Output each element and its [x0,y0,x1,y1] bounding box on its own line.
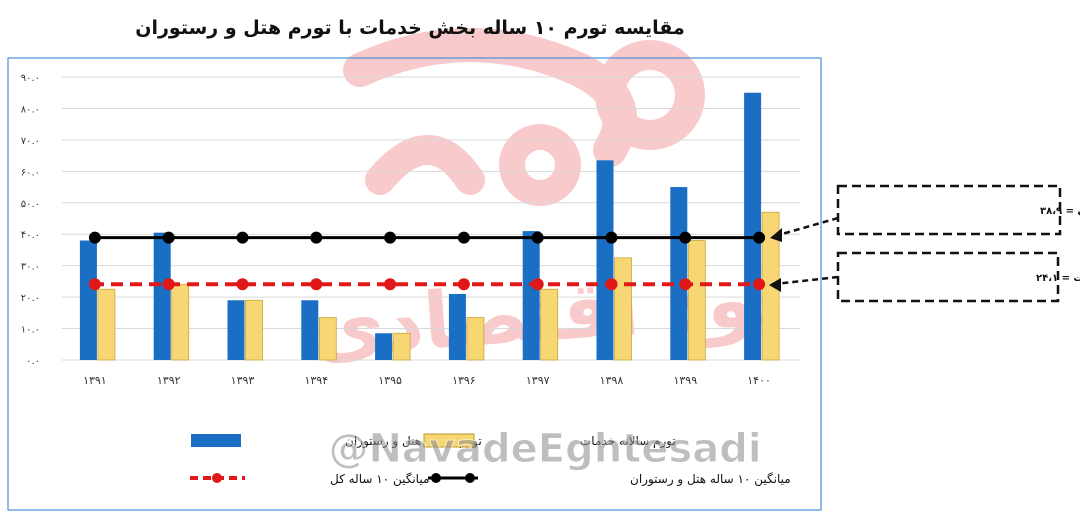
bar-restaurant [670,187,688,360]
x-tick-labels: ۱۳۹۱ ۱۳۹۲ ۱۳۹۳ ۱۳۹۴ ۱۳۹۵ ۱۳۹۶ ۱۳۹۷ ۱۳۹۸ ۱۳۹۹ ۱۴۰۰ [83,374,771,387]
bar-restaurant [227,300,245,360]
bar-services [171,284,190,361]
legend-label-services: تورم سالانه خدمات [580,434,676,449]
point-restaurant-average [531,231,544,244]
bar-restaurant [79,240,97,360]
point-total-average [605,278,618,291]
point-total-average [457,278,470,291]
bar-restaurant [153,232,171,360]
x-tick-label: ۱۳۹۶ [452,374,476,387]
bar-services [614,257,632,361]
bar-services [540,288,559,361]
bar-services [466,317,485,361]
annotation-services: میانگین ۱۰ ساله خدمات = ۲۴،۱ [769,251,1080,303]
y-tick-label: ۲۰.۰ [21,293,40,304]
y-tick-label: ۸۰.۰ [21,104,40,115]
point-total-average [531,278,544,291]
point-total-average [162,278,175,291]
x-tick-label: ۱۳۹۷ [526,374,550,387]
bar-services [318,317,337,361]
annotation-restaurant: میانگین ۱۰ ساله هتل رستوران = ۳۸،۹ [770,184,1080,242]
watermark-handle: @NavadeEghtesadi [328,426,761,472]
y-tick-labels: ۰.۰ ۱۰.۰ ۲۰.۰ ۳۰.۰ ۴۰.۰ ۵۰.۰ ۶۰.۰ ۷۰.۰ ۸۰.۰ ۹۰.۰ [21,73,40,367]
bar-services [392,332,411,361]
y-tick-label: ۹۰.۰ [21,73,40,84]
point-total-average [384,278,397,291]
point-restaurant-average [162,231,175,244]
y-tick-label: ۵۰.۰ [21,199,40,210]
legend-marker-restaurant-avg-left [431,473,441,483]
x-tick-label: ۱۳۹۴ [304,374,328,387]
x-tick-label: ۱۳۹۱ [83,374,107,387]
legend: تورم سالانه هتل و رستوران تورم سالانه خد… [190,433,791,487]
annotation-restaurant-text: میانگین ۱۰ ساله هتل رستوران = ۳۸،۹ [1040,204,1080,217]
point-restaurant-average [88,231,101,244]
point-restaurant-average [753,231,766,244]
bars [79,92,780,361]
y-tick-label: ۰.۰ [26,356,40,367]
y-tick-label: ۱۰.۰ [21,325,40,336]
annotation-services-text: میانگین ۱۰ ساله خدمات = ۲۴،۱ [1036,271,1080,284]
bar-restaurant [448,293,466,360]
point-total-average [88,278,101,291]
chart-frame [7,57,822,511]
point-restaurant-average [679,231,692,244]
legend-swatch-restaurant [191,434,241,447]
point-total-average [679,278,692,291]
bar-restaurant [301,300,319,360]
y-tick-label: ۳۰.۰ [21,262,40,273]
y-tick-label: ۷۰.۰ [21,136,40,147]
y-tick-label: ۶۰.۰ [21,167,40,178]
y-tick-label: ۴۰.۰ [21,230,40,241]
point-restaurant-average [310,231,323,244]
point-total-average [310,278,323,291]
legend-marker-total-avg [212,473,222,483]
bar-services [245,299,263,361]
x-tick-label: ۱۳۹۹ [673,374,697,387]
point-restaurant-average [457,231,470,244]
x-tick-label: ۱۳۹۲ [157,374,181,387]
legend-swatch-services [423,433,475,448]
point-total-average [753,278,766,291]
bar-restaurant [744,92,762,360]
x-tick-label: ۱۴۰۰ [747,374,771,387]
point-restaurant-average [236,231,249,244]
bar-services [687,240,706,361]
average-lines [88,231,766,291]
watermark-logo [343,28,705,206]
bar-restaurant [596,160,614,360]
bar-services [97,288,116,361]
bar-restaurant [375,333,393,360]
legend-marker-restaurant-avg-right [465,473,475,483]
legend-label-total-avg: میانگین ۱۰ ساله کل [330,472,429,487]
x-tick-label: ۱۳۹۳ [231,374,255,387]
point-total-average [236,278,249,291]
point-restaurant-average [605,231,618,244]
x-tick-label: ۱۳۹۵ [378,374,402,387]
point-restaurant-average [384,231,397,244]
x-tick-label: ۱۳۹۸ [600,374,624,387]
bar-restaurant [522,231,540,360]
chart-title: مقایسه تورم ۱۰ ساله بخش خدمات با تورم هت… [135,17,684,39]
legend-label-restaurant-avg: میانگین ۱۰ ساله هتل و رستوران [630,472,791,487]
